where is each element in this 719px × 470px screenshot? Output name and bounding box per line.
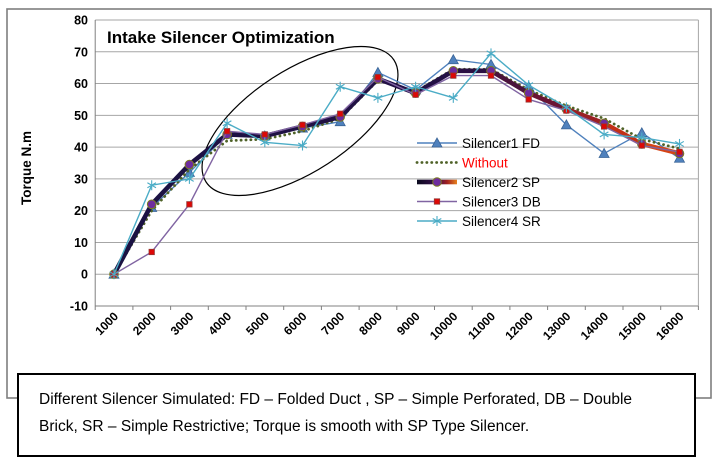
series-line (113, 52, 680, 275)
circle-marker (184, 159, 195, 170)
legend-label: Silencer4 SR (462, 214, 541, 229)
square-marker (148, 248, 155, 256)
series-line-segment (262, 124, 305, 139)
y-tick-label: 40 (74, 141, 88, 155)
series-line-segment (111, 202, 154, 277)
asterisk-marker (486, 50, 496, 57)
square-marker (676, 148, 683, 155)
triangle-marker (447, 53, 459, 65)
circle-marker (146, 199, 157, 210)
square-marker (337, 110, 344, 117)
square-marker (412, 91, 419, 98)
asterisk-marker (599, 131, 609, 138)
y-tick-label: 60 (74, 77, 88, 91)
y-tick-label: 10 (74, 236, 88, 250)
asterisk-marker (335, 83, 345, 90)
asterisk-marker (448, 94, 458, 101)
caption-text: Different Silencer Simulated: FD – Folde… (39, 391, 633, 436)
square-marker (638, 142, 645, 149)
gridlines (94, 19, 699, 310)
legend-label: Silencer3 DB (462, 194, 541, 209)
square-marker (525, 96, 532, 103)
series-line-segment (337, 76, 381, 120)
square-marker (601, 123, 608, 130)
square-marker (223, 128, 231, 135)
y-tick-label: 80 (74, 14, 88, 28)
legend-label: Silencer1 FD (462, 136, 540, 151)
y-tick-label: 30 (74, 172, 88, 186)
legend-label: Without (462, 155, 508, 170)
y-tick-label: 50 (74, 109, 88, 123)
y-axis-title: Torque N.m (19, 131, 34, 205)
y-tick-labels: 80 70 60 50 40 30 20 10 0 -10 (70, 14, 88, 314)
square-marker (299, 121, 306, 128)
legend: Silencer1 FD Without Silencer2 SP Silencer3… (415, 136, 541, 229)
square-marker (433, 198, 441, 205)
square-marker (487, 72, 495, 79)
series-line (113, 74, 680, 275)
y-tick-label: 70 (74, 45, 88, 59)
triangle-marker (431, 137, 443, 148)
asterisk-marker (222, 120, 232, 127)
series-line-segment (488, 68, 532, 96)
legend-item-silencer2-sp: Silencer2 SP (417, 175, 540, 190)
asterisk-marker (637, 134, 647, 141)
series-line-segment (187, 132, 230, 167)
series-silencer4-sr (109, 48, 685, 280)
asterisk-marker (524, 82, 534, 89)
y-tick-label: -10 (70, 300, 88, 314)
asterisk-marker (297, 142, 308, 149)
series-line-segment (149, 162, 192, 207)
square-marker (374, 74, 382, 81)
asterisk-marker (432, 218, 442, 224)
y-tick-label: 20 (74, 204, 88, 218)
chart-border (6, 8, 712, 399)
highlight-ellipse (201, 45, 399, 197)
asterisk-marker (411, 83, 421, 90)
series-line-segment (601, 120, 645, 147)
asterisk-marker (561, 104, 571, 111)
y-tick-label: 0 (81, 268, 88, 282)
circle-marker (432, 177, 442, 187)
square-marker (450, 72, 457, 79)
asterisk-marker (260, 139, 270, 146)
legend-item-silencer3-db: Silencer3 DB (417, 194, 541, 209)
square-marker (261, 131, 268, 138)
legend-label: Silencer2 SP (462, 175, 540, 190)
series-line-segment (413, 68, 456, 96)
triangle-marker (560, 119, 573, 130)
caption-box: Different Silencer Simulated: FD – Folde… (17, 373, 696, 457)
square-marker (186, 201, 193, 208)
legend-item-silencer4-sr: Silencer4 SR (417, 214, 541, 229)
chart-title: Intake Silencer Optimization (107, 28, 335, 47)
asterisk-marker (373, 94, 383, 101)
triangle-marker (598, 147, 610, 158)
asterisk-marker (184, 175, 194, 182)
series-line-segment (526, 90, 569, 112)
asterisk-marker (674, 140, 685, 147)
series-line-segment (224, 132, 268, 139)
legend-item-without: Without (415, 155, 508, 170)
legend-item-silencer1-fd: Silencer1 FD (417, 136, 540, 151)
asterisk-marker (109, 271, 119, 278)
series-line (113, 58, 680, 275)
series-line-segment (300, 114, 343, 129)
asterisk-marker (147, 182, 157, 189)
